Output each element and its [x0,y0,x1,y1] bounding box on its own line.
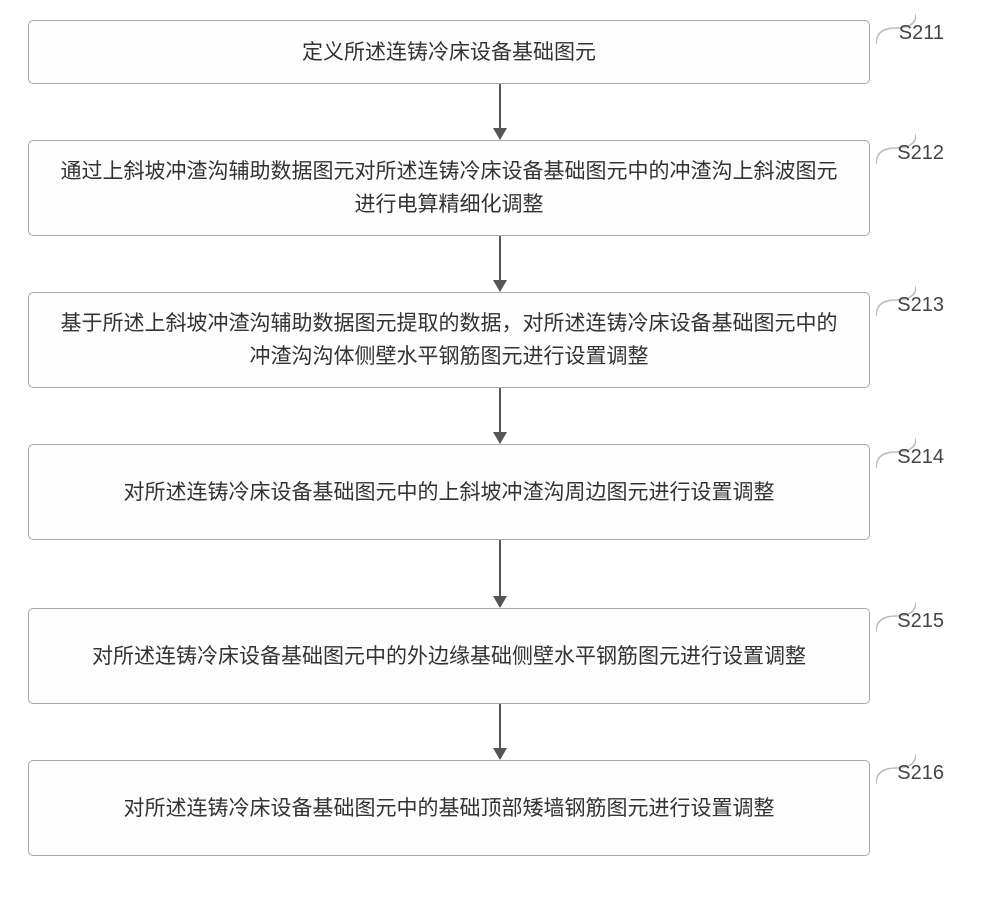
step-text: 对所述连铸冷床设备基础图元中的外边缘基础侧壁水平钢筋图元进行设置调整 [92,640,806,673]
step-box-s213: 基于所述上斜坡冲渣沟辅助数据图元提取的数据，对所述连铸冷床设备基础图元中的冲渣沟… [28,292,870,388]
step-row: 对所述连铸冷床设备基础图元中的上斜坡冲渣沟周边图元进行设置调整 S214 [0,444,1000,540]
step-label: S214 [897,446,944,469]
arrow-icon [493,704,507,760]
step-label: S216 [897,762,944,785]
step-text: 基于所述上斜坡冲渣沟辅助数据图元提取的数据，对所述连铸冷床设备基础图元中的冲渣沟… [51,307,847,372]
arrow-icon [493,540,507,608]
step-label: S212 [897,142,944,165]
step-row: 对所述连铸冷床设备基础图元中的基础顶部矮墙钢筋图元进行设置调整 S216 [0,760,1000,856]
step-label: S215 [897,610,944,633]
arrow-icon [493,388,507,444]
step-box-s211: 定义所述连铸冷床设备基础图元 [28,20,870,84]
step-row: 定义所述连铸冷床设备基础图元 S211 [0,20,1000,84]
step-text: 对所述连铸冷床设备基础图元中的基础顶部矮墙钢筋图元进行设置调整 [124,792,775,825]
step-row: 对所述连铸冷床设备基础图元中的外边缘基础侧壁水平钢筋图元进行设置调整 S215 [0,608,1000,704]
step-text: 通过上斜坡冲渣沟辅助数据图元对所述连铸冷床设备基础图元中的冲渣沟上斜波图元进行电… [51,155,847,220]
step-text: 定义所述连铸冷床设备基础图元 [302,36,596,69]
step-label: S213 [897,294,944,317]
step-row: 通过上斜坡冲渣沟辅助数据图元对所述连铸冷床设备基础图元中的冲渣沟上斜波图元进行电… [0,140,1000,236]
flowchart: 定义所述连铸冷床设备基础图元 S211 通过上斜坡冲渣沟辅助数据图元对所述连铸冷… [0,20,1000,856]
step-box-s212: 通过上斜坡冲渣沟辅助数据图元对所述连铸冷床设备基础图元中的冲渣沟上斜波图元进行电… [28,140,870,236]
step-label: S211 [899,22,944,45]
step-box-s215: 对所述连铸冷床设备基础图元中的外边缘基础侧壁水平钢筋图元进行设置调整 [28,608,870,704]
step-box-s216: 对所述连铸冷床设备基础图元中的基础顶部矮墙钢筋图元进行设置调整 [28,760,870,856]
step-text: 对所述连铸冷床设备基础图元中的上斜坡冲渣沟周边图元进行设置调整 [124,476,775,509]
arrow-icon [493,84,507,140]
arrow-icon [493,236,507,292]
step-row: 基于所述上斜坡冲渣沟辅助数据图元提取的数据，对所述连铸冷床设备基础图元中的冲渣沟… [0,292,1000,388]
step-box-s214: 对所述连铸冷床设备基础图元中的上斜坡冲渣沟周边图元进行设置调整 [28,444,870,540]
